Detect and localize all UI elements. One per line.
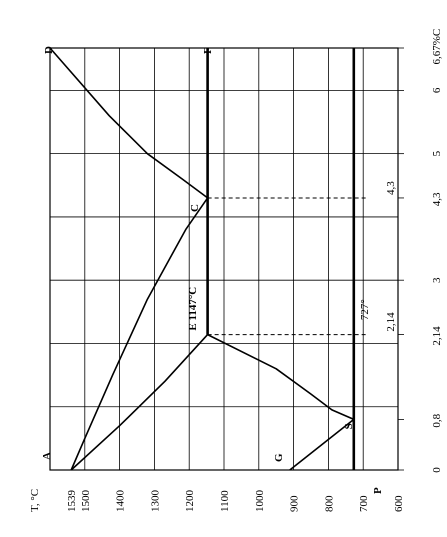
- temperature-tick-label: 1300: [149, 490, 161, 513]
- annotation-label: 727°: [359, 299, 371, 320]
- phase-line-liquidus-AC: [70, 197, 209, 471]
- temperature-tick-label: 1200: [184, 490, 196, 513]
- point-label: D: [43, 46, 55, 54]
- temperature-tick-label: 1000: [254, 490, 266, 513]
- carbon-tick-label: 0,8: [431, 413, 443, 427]
- carbon-tick-label: 5: [431, 150, 443, 156]
- carbon-tick-label: 2,14: [431, 326, 443, 346]
- point-label: P: [372, 487, 384, 494]
- phase-line-SE: [207, 333, 355, 421]
- point-label: C: [189, 204, 201, 212]
- temperature-tick-label: 800: [323, 495, 335, 512]
- t-axis-label: T, °C: [29, 489, 41, 512]
- carbon-mark-label: 2,14: [385, 312, 397, 332]
- point-label: F: [202, 47, 214, 54]
- temperature-tick-label: 1539: [66, 490, 78, 513]
- point-label: G: [273, 453, 285, 462]
- temperature-tick-label: 600: [393, 495, 405, 512]
- phase-line-liquidus-CD: [49, 47, 209, 199]
- carbon-tick-label: 6,67%C: [431, 29, 443, 65]
- point-label: S: [343, 423, 355, 429]
- point-label: A: [41, 452, 53, 460]
- carbon-tick-label: 0: [431, 467, 443, 473]
- carbon-tick-label: 3: [431, 277, 443, 283]
- temperature-tick-label: 1500: [80, 490, 92, 513]
- temperature-tick-label: 1400: [115, 490, 127, 513]
- phase-line-solidus-AE: [70, 334, 209, 471]
- carbon-mark-label: 4,3: [385, 181, 397, 195]
- point-label: E 1147°C: [187, 287, 199, 331]
- temperature-tick-label: 700: [358, 495, 370, 512]
- carbon-tick-label: 4,3: [431, 192, 443, 206]
- phase-lines: [49, 47, 367, 471]
- carbon-tick-label: 6: [431, 87, 443, 93]
- temperature-tick-label: 900: [289, 495, 301, 512]
- phase-line-GS: [289, 418, 355, 471]
- labels: 1539 1500 1400 1300 1200 1100 1000 900 800 700 600…: [29, 29, 443, 512]
- temperature-tick-label: 1100: [219, 490, 231, 512]
- grid-lines: [49, 47, 404, 471]
